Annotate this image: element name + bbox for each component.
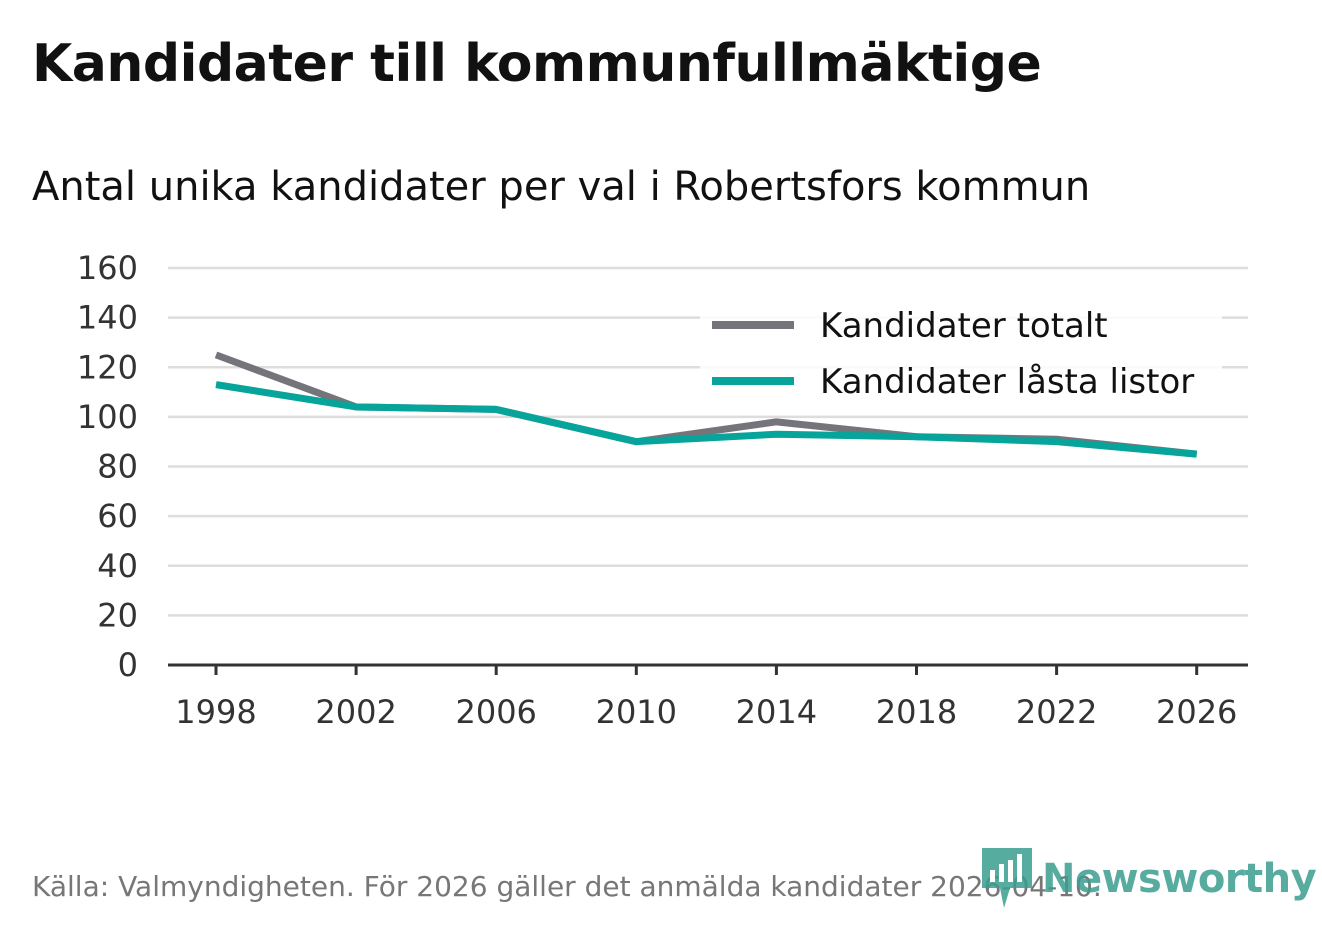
x-tick-label: 2010 (596, 693, 677, 731)
y-tick-label: 100 (77, 398, 138, 436)
y-axis: 0 20 40 60 80 100 120 140 160 (77, 249, 138, 684)
y-tick-label: 80 (97, 448, 138, 486)
chart-title: Kandidater till kommunfullmäktige (32, 34, 1042, 94)
x-tick-label: 2022 (1016, 693, 1097, 731)
x-tick-label: 2018 (876, 693, 957, 731)
series-lines (214, 351, 1198, 458)
y-tick-label: 60 (97, 497, 138, 535)
x-tick-label: 2014 (736, 693, 817, 731)
source-note: Källa: Valmyndigheten. För 2026 gäller d… (32, 870, 1102, 903)
y-tick-label: 0 (118, 646, 138, 684)
legend-label-1: Kandidater låsta listor (820, 362, 1194, 402)
brand-logo: Newsworthy (982, 848, 1317, 910)
x-tick-label: 2006 (455, 693, 536, 731)
chart-subtitle: Antal unika kandidater per val i Roberts… (32, 164, 1091, 210)
y-tick-label: 140 (77, 299, 138, 337)
x-tick-label: 1998 (175, 693, 256, 731)
newsworthy-logo-icon (982, 848, 1032, 908)
y-tick-label: 120 (77, 348, 138, 386)
y-tick-label: 40 (97, 547, 138, 585)
series-line-1 (215, 381, 1198, 458)
legend: Kandidater totalt Kandidater låsta listor (700, 290, 1222, 402)
y-tick-label: 20 (97, 596, 138, 634)
x-tick-label: 2026 (1156, 693, 1237, 731)
x-axis: 1998 2002 2006 2010 2014 2018 2022 2026 (168, 663, 1248, 731)
y-tick-label: 160 (77, 249, 138, 287)
brand-name: Newsworthy (1042, 856, 1317, 902)
x-tick-label: 2002 (315, 693, 396, 731)
legend-label-0: Kandidater totalt (820, 306, 1108, 346)
